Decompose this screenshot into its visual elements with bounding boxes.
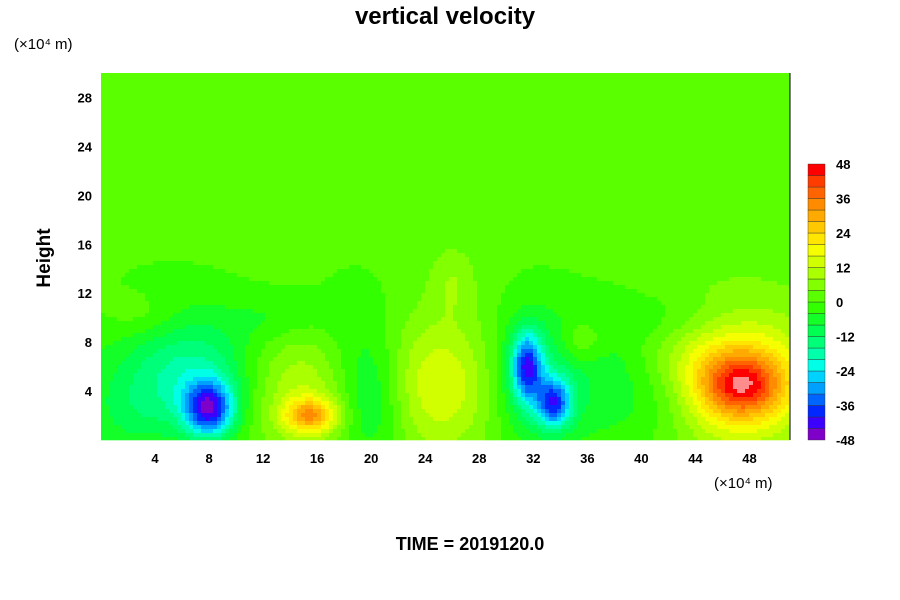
y-tick-label: 8	[85, 335, 92, 350]
colorbar-swatch	[807, 163, 826, 176]
colorbar-tick-label: 48	[836, 157, 850, 172]
y-axis-ticks: 4 8 12 16 20 24 28	[78, 90, 93, 399]
colorbar-swatch	[807, 359, 826, 372]
colorbar-swatch	[807, 278, 826, 291]
colorbar-swatch	[807, 393, 826, 406]
x-axis-ticks: 4 8 12 16 20 24 28 32 36 40 44 48	[151, 451, 756, 466]
x-tick-label: 36	[580, 451, 594, 466]
colorbar-swatch	[807, 301, 826, 314]
colorbar-swatch	[807, 313, 826, 326]
colorbar-swatch	[807, 290, 826, 303]
x-tick-label: 48	[742, 451, 756, 466]
colorbar-swatch	[807, 324, 826, 337]
y-tick-label: 20	[78, 188, 92, 203]
y-tick-label: 28	[78, 90, 92, 105]
colorbar-swatch	[807, 175, 826, 188]
plot-area	[101, 73, 791, 441]
colorbar-swatch	[807, 186, 826, 199]
y-tick-label: 12	[78, 286, 92, 301]
y-axis-label: Height	[34, 228, 55, 288]
y-axis-unit: (×10⁴ m)	[14, 36, 73, 53]
x-tick-label: 8	[205, 451, 212, 466]
colorbar-swatch	[807, 209, 826, 222]
colorbar-swatch	[807, 198, 826, 211]
x-tick-label: 40	[634, 451, 648, 466]
x-tick-label: 12	[256, 451, 270, 466]
colorbar-swatch	[807, 244, 826, 257]
colorbar-tick-label: -12	[836, 330, 855, 345]
colorbar-tick-label: 0	[836, 295, 843, 310]
colorbar-swatch	[807, 416, 826, 429]
x-tick-label: 4	[151, 451, 159, 466]
colorbar-swatch	[807, 382, 826, 395]
x-axis-unit: (×10⁴ m)	[714, 475, 773, 492]
colorbar-swatch	[807, 336, 826, 349]
y-tick-label: 4	[85, 384, 93, 399]
y-tick-label: 24	[78, 139, 93, 154]
colorbar-swatch	[807, 221, 826, 234]
colorbar-swatch	[807, 428, 826, 441]
colorbar-tick-label: 36	[836, 192, 850, 207]
colorbar: 48 36 24 12 0 -12 -24 -36 -48	[807, 157, 856, 448]
x-tick-label: 16	[310, 451, 324, 466]
colorbar-tick-label: -24	[836, 364, 856, 379]
colorbar-swatch	[807, 255, 826, 268]
x-tick-label: 32	[526, 451, 540, 466]
colorbar-swatch	[807, 347, 826, 360]
x-tick-label: 24	[418, 451, 433, 466]
colorbar-swatch	[807, 232, 826, 245]
time-label: TIME = 2019120.0	[396, 534, 545, 554]
x-tick-label: 28	[472, 451, 486, 466]
colorbar-swatch	[807, 267, 826, 280]
colorbar-swatch	[807, 370, 826, 383]
colorbar-tick-label: 24	[836, 226, 851, 241]
y-tick-label: 16	[78, 237, 92, 252]
colorbar-tick-label: 12	[836, 261, 850, 276]
colorbar-swatch	[807, 405, 826, 418]
colorbar-tick-label: -48	[836, 433, 855, 448]
chart-title: vertical velocity	[355, 3, 536, 30]
colorbar-tick-label: -36	[836, 399, 855, 414]
x-tick-label: 20	[364, 451, 378, 466]
x-tick-label: 44	[688, 451, 703, 466]
